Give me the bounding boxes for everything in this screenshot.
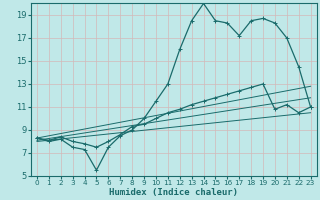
X-axis label: Humidex (Indice chaleur): Humidex (Indice chaleur) — [109, 188, 238, 197]
